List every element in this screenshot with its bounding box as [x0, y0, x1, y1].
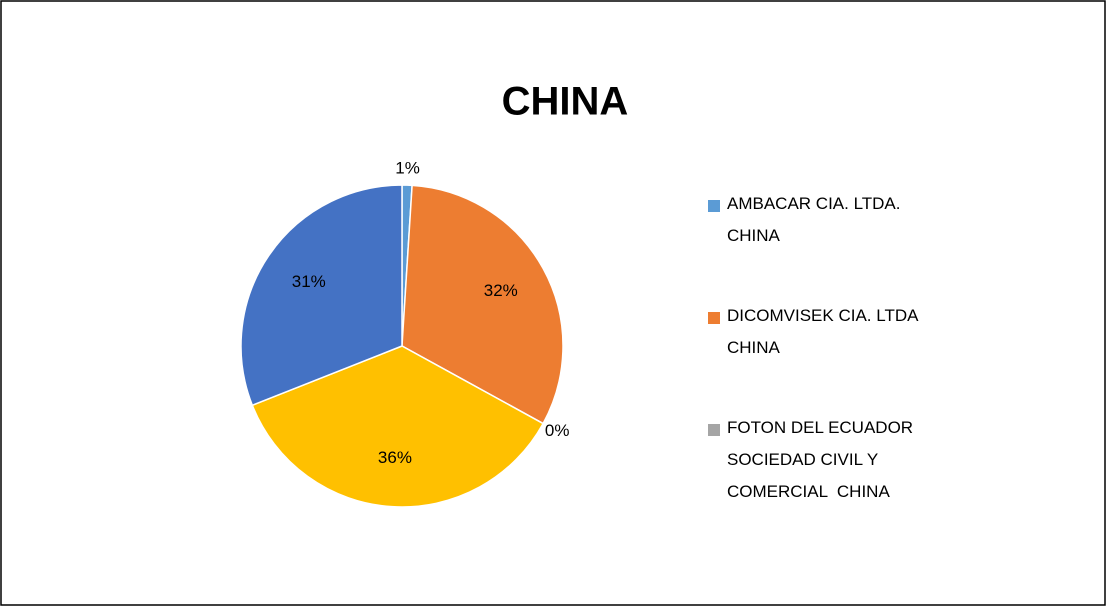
data-label: 36% [378, 448, 412, 467]
pie-slice [401, 184, 564, 425]
data-label: 31% [292, 272, 326, 291]
legend-label: DICOMVISEK CIA. LTDA CHINA [727, 306, 923, 357]
data-label: 1% [395, 158, 420, 177]
data-label: 0% [545, 421, 570, 440]
legend-swatch [708, 424, 720, 436]
legend-entry: AMBACAR CIA. LTDA. CHINA [708, 194, 942, 252]
legend-label: AMBACAR CIA. LTDA. CHINA [727, 194, 906, 245]
pie-slice [240, 184, 403, 407]
legend-entry: FOTON DEL ECUADOR SOCIEDAD CIVIL Y COMER… [708, 418, 942, 508]
legend-entry: DICOMVISEK CIA. LTDA CHINA [708, 306, 942, 364]
legend-swatch [708, 312, 720, 324]
pie-slice [251, 345, 545, 508]
legend-swatch [708, 200, 720, 212]
data-label: 32% [484, 281, 518, 300]
chart-title: CHINA [502, 80, 629, 124]
legend-label: FOTON DEL ECUADOR SOCIEDAD CIVIL Y COMER… [727, 418, 918, 501]
